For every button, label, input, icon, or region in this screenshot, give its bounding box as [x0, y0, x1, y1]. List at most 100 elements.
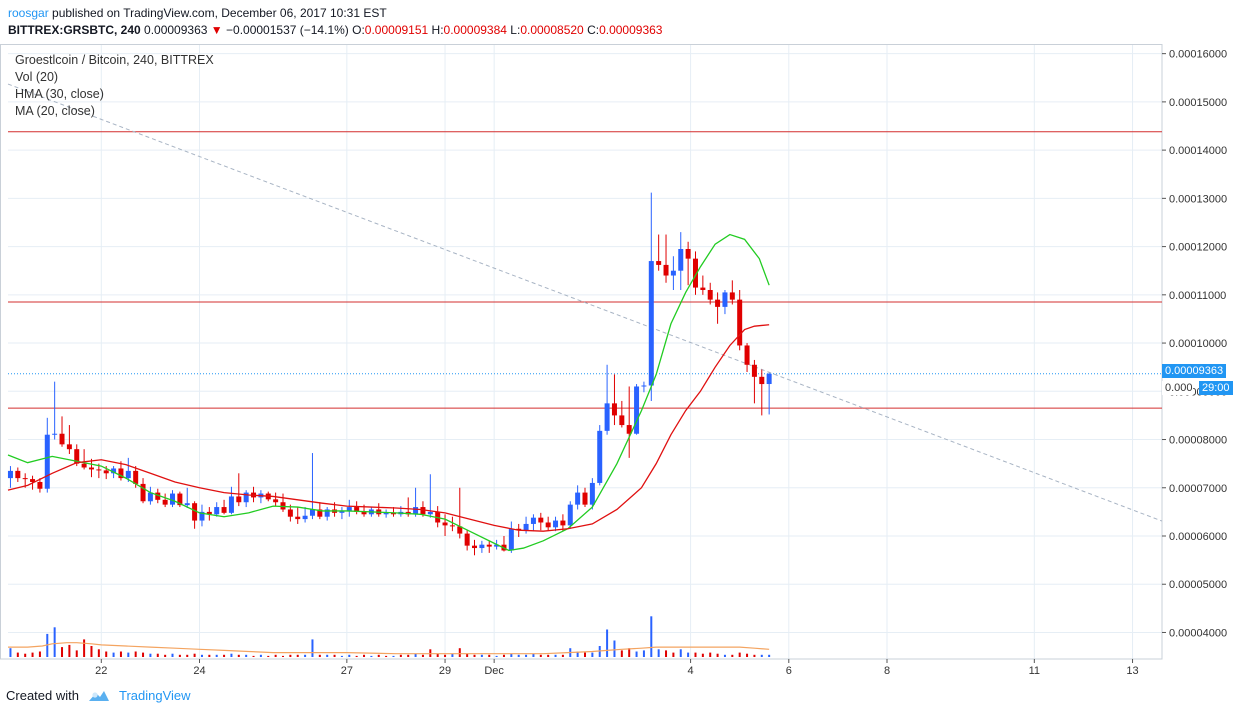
- symbol-label: BITTREX:GRSBTC, 240: [8, 23, 141, 37]
- volume-bar: [760, 654, 763, 657]
- candle-body: [670, 270, 676, 276]
- hma-line: [7, 233, 770, 552]
- candle-body: [295, 516, 301, 520]
- volume-bar: [24, 653, 27, 657]
- volume-bar: [768, 654, 771, 657]
- candle-body: [206, 511, 212, 515]
- candle-body: [685, 249, 691, 259]
- volume-bar: [421, 654, 424, 657]
- volume-bar: [576, 651, 579, 657]
- candle-body: [692, 258, 698, 288]
- x-tick-label: 11: [1029, 665, 1040, 677]
- ohlc-bar: BITTREX:GRSBTC, 240 0.00009363 ▼ −0.0000…: [8, 22, 662, 38]
- volume-bar: [245, 654, 248, 657]
- volume-bar: [318, 654, 321, 657]
- candle-body: [243, 492, 249, 503]
- x-tick-label: 6: [786, 665, 792, 677]
- volume-bar: [53, 627, 56, 657]
- candle-body: [140, 483, 146, 502]
- volume-bar: [480, 654, 483, 657]
- candle-body: [96, 469, 102, 471]
- volume-bar: [215, 654, 218, 657]
- x-tick-label: 8: [884, 665, 890, 677]
- candle-body: [66, 444, 72, 450]
- y-tick-label: 0.00004000: [1169, 627, 1227, 639]
- volume-bar: [517, 654, 520, 657]
- chart-area[interactable]: 0.00004000 0.00005000 0.00006000 0.00007000…: [0, 44, 1239, 689]
- candle-body: [597, 430, 603, 483]
- high-value: 0.00009384: [443, 23, 507, 37]
- volume-bar: [488, 654, 491, 657]
- candle-body: [567, 504, 573, 526]
- candle-body: [707, 290, 713, 300]
- y-tick-label: 0.00014000: [1169, 145, 1227, 157]
- volume-bar: [97, 649, 100, 657]
- candle-body: [81, 463, 87, 468]
- candle-body: [125, 470, 131, 479]
- volume-bar: [112, 652, 115, 657]
- y-tick-label: 0.00006000: [1169, 531, 1227, 543]
- volume-bar: [340, 655, 343, 657]
- volume-bar: [75, 650, 78, 657]
- volume-bar: [385, 655, 388, 657]
- tradingview-link[interactable]: TradingView: [118, 688, 191, 703]
- candle-body: [74, 449, 80, 464]
- candle-body: [184, 503, 190, 506]
- candle-body: [15, 470, 21, 479]
- legend-hma[interactable]: HMA (30, close): [15, 87, 104, 101]
- candle-body: [147, 492, 153, 502]
- candle-body: [133, 470, 139, 484]
- low-value: 0.00008520: [520, 23, 584, 37]
- candle-body: [162, 499, 168, 505]
- volume-bar: [657, 649, 660, 657]
- volume-bar: [547, 654, 550, 657]
- candle-body: [302, 515, 308, 520]
- legend-ma[interactable]: MA (20, close): [15, 104, 95, 118]
- x-tick-label: 13: [1126, 665, 1138, 677]
- volume-bar: [142, 652, 145, 657]
- y-tick-label: 0.00012000: [1169, 242, 1227, 254]
- volume-bar: [333, 654, 336, 657]
- footer: Created with TradingView: [6, 688, 191, 703]
- volume-bar: [687, 652, 690, 657]
- candle-body: [111, 468, 117, 474]
- candle-body: [37, 481, 43, 489]
- low-label: L:: [510, 23, 521, 37]
- volume-bar: [289, 654, 292, 657]
- volume-bar: [274, 654, 277, 657]
- volume-bar: [458, 648, 461, 657]
- legend-vol[interactable]: Vol (20): [15, 70, 59, 84]
- volume-bar: [90, 646, 93, 657]
- candle-body: [103, 470, 109, 474]
- author-link[interactable]: roosgar: [8, 6, 49, 20]
- y-tick-label: 0.00005000: [1169, 579, 1227, 591]
- candle-body: [22, 478, 28, 480]
- candle-body: [155, 492, 161, 500]
- candle-body: [530, 517, 536, 524]
- candle-body: [516, 528, 522, 531]
- candle-body: [44, 434, 50, 489]
- candle-body: [766, 373, 772, 385]
- candle-body: [715, 299, 721, 307]
- price-chart[interactable]: 0.00004000 0.00005000 0.00006000 0.00007000…: [0, 44, 1239, 684]
- volume-bar: [635, 651, 638, 657]
- candle-body: [729, 292, 735, 300]
- candle-body: [759, 376, 765, 385]
- candle-body: [560, 520, 566, 526]
- volume-bar: [186, 654, 189, 657]
- volume-bar: [149, 653, 152, 657]
- candle-body: [118, 468, 124, 479]
- candle-body: [575, 492, 581, 505]
- candle-body: [472, 545, 478, 549]
- volume-bar: [304, 654, 307, 657]
- candle-body: [354, 507, 360, 512]
- candle-body: [486, 544, 492, 547]
- candle-body: [317, 509, 323, 517]
- candle-body: [413, 507, 419, 515]
- candle-body: [641, 385, 647, 387]
- volume-bar: [281, 655, 284, 657]
- volume-bar: [473, 654, 476, 657]
- high-label: H:: [431, 23, 444, 37]
- candle-body: [427, 511, 433, 515]
- candle-body: [656, 261, 662, 265]
